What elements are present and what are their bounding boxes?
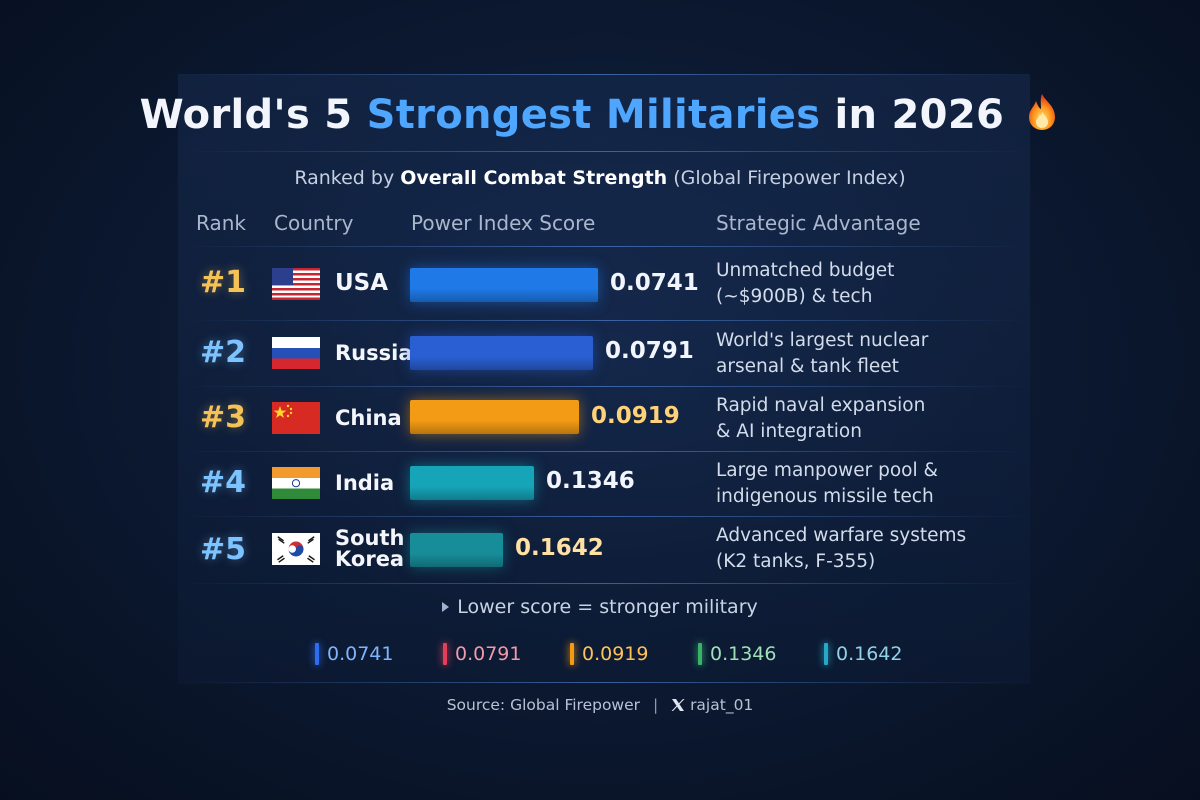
chart-panel: [178, 74, 1030, 684]
score-label: 0.0791: [605, 338, 694, 364]
header-advantage: Strategic Advantage: [716, 211, 921, 235]
score-label: 0.0741: [610, 270, 699, 296]
note-text: Lower score = stronger military: [457, 596, 758, 618]
advantage-line-2: (~$900B) & tech: [716, 286, 873, 307]
legend-item: 0.0741: [315, 640, 393, 668]
advantage-line-1: World's largest nuclear: [716, 330, 929, 351]
header-rank: Rank: [196, 211, 246, 235]
advantage-text: Unmatched budget (~$900B) & tech: [716, 258, 894, 310]
advantage-text: World's largest nuclear arsenal & tank fl…: [716, 328, 928, 380]
note: Lower score = stronger military: [0, 596, 1200, 618]
score-bar: [410, 268, 598, 302]
fire-icon: [1029, 94, 1056, 130]
score-bar: [410, 336, 593, 370]
source-text: Source: Global Firepower: [446, 696, 641, 714]
advantage-text: Large manpower pool & indigenous missile …: [716, 458, 938, 510]
title-pre: World's 5: [139, 92, 367, 138]
rank-label: #2: [200, 335, 247, 370]
country-name: China: [335, 406, 402, 430]
score-bar: [410, 400, 579, 434]
rank-label: #1: [200, 265, 247, 300]
legend-value: 0.1642: [836, 643, 903, 665]
legend-swatch: [824, 643, 828, 665]
advantage-text: Advanced warfare systems (K2 tanks, F-355…: [716, 523, 966, 575]
rank-label: #5: [200, 532, 247, 567]
score-label: 0.1346: [546, 468, 635, 494]
country-name: India: [335, 471, 395, 495]
header-divider: [180, 246, 1030, 247]
row-divider: [180, 451, 1030, 452]
advantage-line-1: Rapid naval expansion: [716, 395, 926, 416]
legend-item: 0.0919: [570, 640, 648, 668]
top-divider: [180, 74, 1030, 75]
advantage-line-2: indigenous missile tech: [716, 486, 934, 507]
legend-value: 0.0741: [327, 643, 394, 665]
legend-swatch: [698, 643, 702, 665]
india-flag-icon: [272, 467, 320, 499]
legend-value: 0.0919: [582, 643, 649, 665]
row-divider: [180, 516, 1030, 517]
subtitle: Ranked by Overall Combat Strength (Globa…: [0, 167, 1200, 189]
header-score: Power Index Score: [411, 211, 596, 235]
country-name: USA: [335, 270, 389, 296]
legend-swatch: [315, 643, 319, 665]
legend-value: 0.1346: [710, 643, 777, 665]
score-bar: [410, 533, 503, 567]
country-name-line-1: South: [335, 526, 405, 550]
subtitle-bold: Overall Combat Strength: [400, 167, 668, 189]
advantage-text: Rapid naval expansion & AI integration: [716, 393, 925, 445]
advantage-line-1: Advanced warfare systems: [716, 525, 967, 546]
advantage-line-2: (K2 tanks, F-355): [716, 551, 876, 572]
legend-item: 0.1346: [698, 640, 776, 668]
title-post: in 2026: [820, 92, 1005, 138]
country-name: South Korea: [335, 528, 405, 570]
score-bar: [410, 466, 534, 500]
advantage-line-1: Large manpower pool &: [716, 460, 938, 481]
legend-item: 0.0791: [443, 640, 521, 668]
country-name: Russia: [335, 341, 413, 365]
row-divider: [180, 386, 1030, 387]
bottom-divider: [180, 682, 1030, 683]
score-label: 0.1642: [515, 535, 604, 561]
legend-swatch: [570, 643, 574, 665]
subtitle-post: (Global Firepower Index): [667, 167, 906, 189]
advantage-line-2: arsenal & tank fleet: [716, 356, 899, 377]
subtitle-pre: Ranked by: [294, 167, 401, 189]
country-name-line-2: Korea: [335, 547, 405, 571]
arrow-right-icon: [442, 602, 450, 612]
source-line: Source: Global Firepower | rajat_01: [0, 696, 1200, 714]
separator: |: [652, 696, 659, 714]
title-highlight: Strongest Militaries: [366, 92, 821, 138]
legend-swatch: [443, 643, 447, 665]
rank-label: #4: [200, 465, 247, 500]
header-country: Country: [274, 211, 354, 235]
russia-flag-icon: [272, 337, 320, 369]
x-logo-icon: [671, 699, 685, 711]
legend-item: 0.1642: [824, 640, 902, 668]
row-divider: [180, 583, 1030, 584]
source-handle: rajat_01: [690, 696, 754, 714]
advantage-line-2: & AI integration: [716, 421, 862, 442]
row-divider: [180, 320, 1030, 321]
advantage-line-1: Unmatched budget: [716, 260, 895, 281]
china-flag-icon: [272, 402, 320, 434]
title-divider: [180, 151, 1030, 152]
usa-flag-icon: [272, 268, 320, 300]
legend-value: 0.0791: [455, 643, 522, 665]
score-label: 0.0919: [591, 403, 680, 429]
page-title: World's 5 Strongest Militaries in 2026: [0, 92, 1200, 138]
south-korea-flag-icon: [272, 533, 320, 565]
rank-label: #3: [200, 400, 247, 435]
